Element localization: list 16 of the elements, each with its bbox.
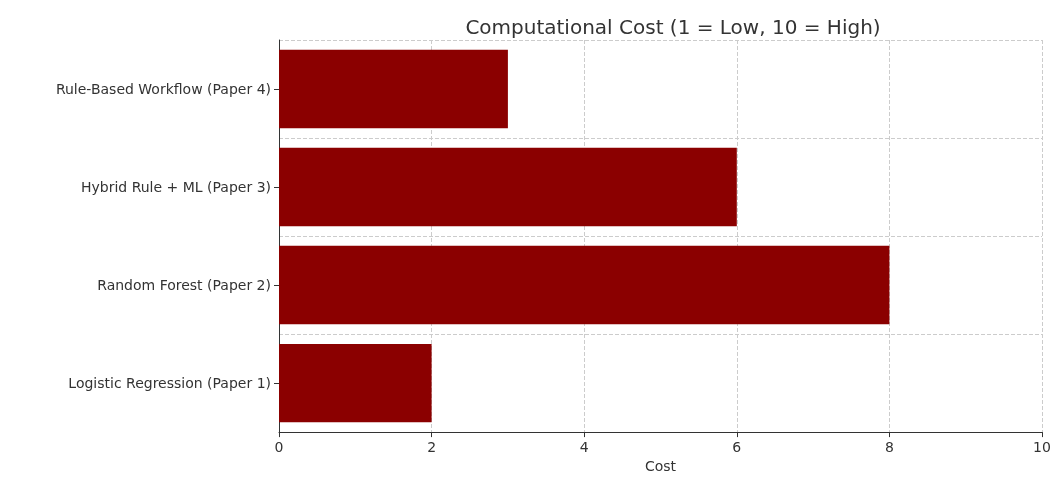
y-tick-label: Hybrid Rule + ML (Paper 3) xyxy=(80,179,271,196)
x-tick-label: 8 xyxy=(884,439,894,456)
y-tick-label: Random Forest (Paper 2) xyxy=(97,277,271,294)
y-tick-label: Logistic Regression (Paper 1) xyxy=(68,375,271,392)
chart-title: Computational Cost (1 = Low, 10 = High) xyxy=(465,15,881,39)
y-tick-label: Rule-Based Workflow (Paper 4) xyxy=(55,81,271,98)
x-tick-label: 4 xyxy=(579,439,589,456)
bar xyxy=(279,245,890,325)
bar xyxy=(279,343,432,423)
bar xyxy=(279,147,737,227)
x-tick-label: 6 xyxy=(732,439,742,456)
x-tick-label: 10 xyxy=(1033,439,1051,456)
x-tick-label: 2 xyxy=(427,439,437,456)
x-axis-title: Cost xyxy=(644,458,677,474)
x-tick-label: 0 xyxy=(274,439,284,456)
bar xyxy=(279,49,508,129)
